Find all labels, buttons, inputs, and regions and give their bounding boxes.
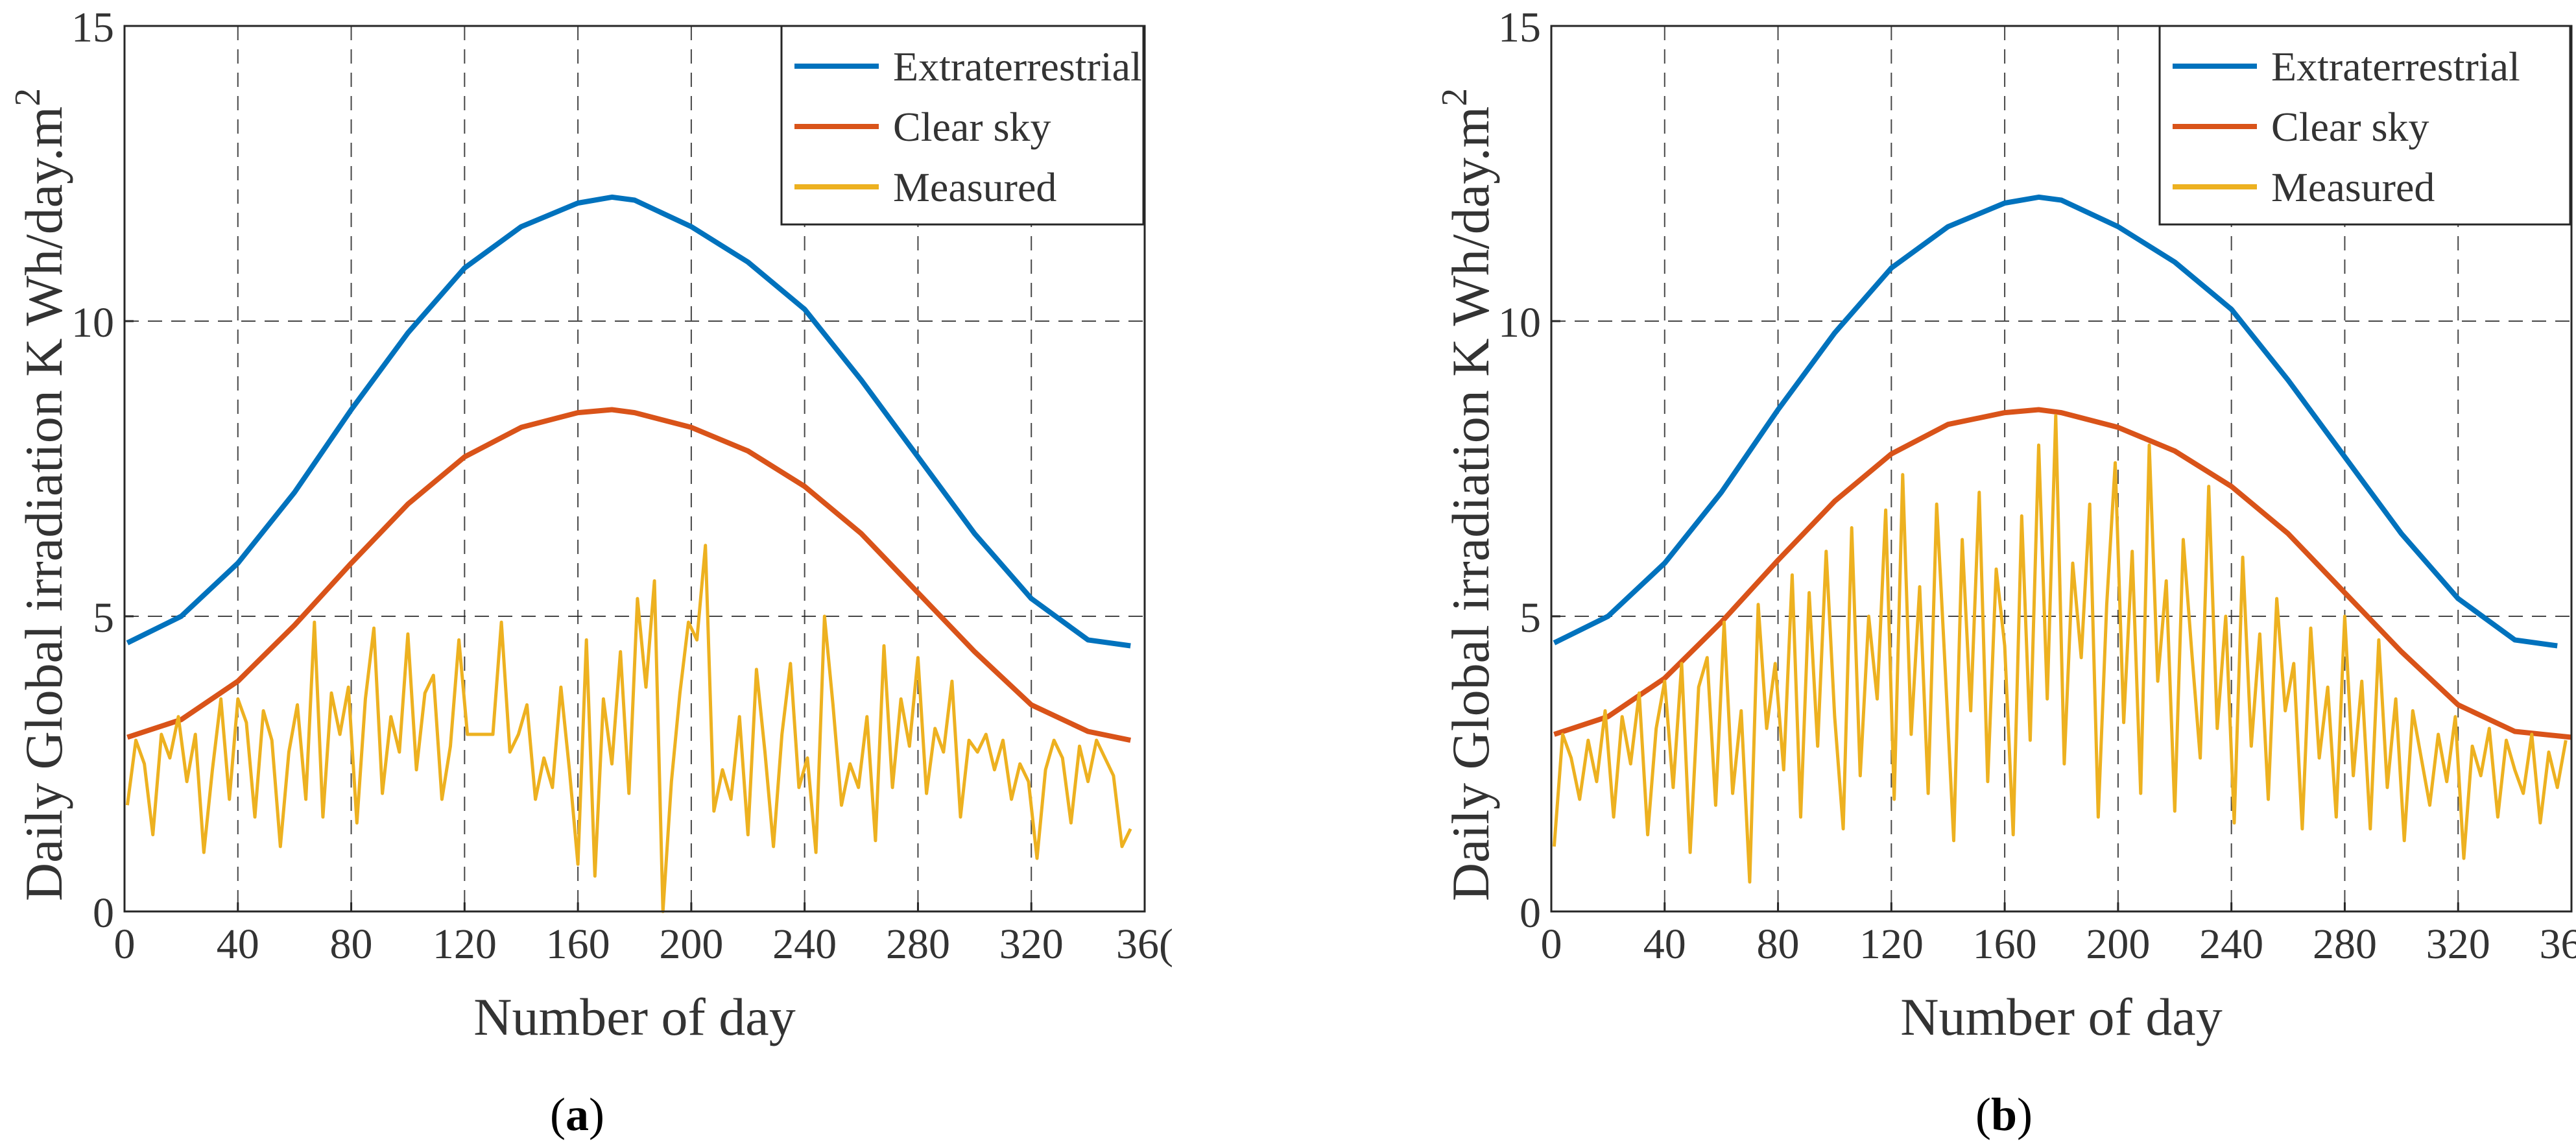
chart-b-ytick-label: 10	[1498, 299, 1541, 346]
chart-a-xtick-label: 240	[772, 921, 837, 968]
chart-a-xtick-label: 160	[546, 921, 610, 968]
chart-a-legend-label-clear-sky: Clear sky	[893, 104, 1051, 150]
chart-b-xlabel: Number of day	[1900, 987, 2222, 1046]
chart-b-xtick-label: 280	[2313, 921, 2377, 968]
chart-b-xtick-label: 120	[1859, 921, 1924, 968]
chart-panel-a: 0 40 80 120 160 200 240 280 320 36( 0 5 10 15 Number o…	[8, 4, 1173, 1046]
chart-panel-b: 0 40 80 120 160 200 240 280 320 360 0 5 10 15 Number o…	[1435, 4, 2576, 1046]
chart-b-series-extraterrestrial	[1553, 194, 2558, 649]
chart-a-xtick-label: 0	[114, 921, 136, 968]
chart-a-xtick-label: 320	[999, 921, 1064, 968]
chart-b-xtick-label: 320	[2426, 921, 2490, 968]
chart-b-legend: Extraterrestrial Clear sky Measured	[2158, 25, 2571, 226]
chart-a-xtick-label: 40	[217, 921, 259, 968]
chart-a-ytick-label: 15	[71, 4, 114, 51]
chart-b-series-clear-sky	[1553, 407, 2572, 740]
chart-a-series-clear-sky	[126, 407, 1132, 743]
chart-b-legend-label-extraterrestrial: Extraterrestrial	[2271, 43, 2520, 90]
chart-b-xtick-label: 40	[1643, 921, 1686, 968]
chart-a-legend-label-extraterrestrial: Extraterrestrial	[893, 43, 1142, 90]
chart-a-ytick-label: 10	[71, 299, 114, 346]
chart-a-ylabel: Daily Global irradiation K Wh/day.m2	[8, 88, 73, 901]
chart-a-legend: Extraterrestrial Clear sky Measured	[780, 25, 1145, 226]
chart-b-ytick-label: 15	[1498, 4, 1541, 51]
chart-a-series-extraterrestrial	[126, 194, 1131, 649]
chart-a-xtick-label: 120	[433, 921, 497, 968]
chart-b-xtick-label: 160	[1973, 921, 2037, 968]
chart-b-xtick-label: 0	[1541, 921, 1562, 968]
chart-b-legend-label-clear-sky: Clear sky	[2271, 104, 2429, 150]
chart-b-xtick-label: 240	[2199, 921, 2263, 968]
chart-a-xtick-label: 200	[659, 921, 723, 968]
chart-a-legend-label-measured: Measured	[893, 164, 1056, 210]
chart-a-xlabel: Number of day	[473, 987, 795, 1046]
chart-b-xtick-label: 200	[2086, 921, 2150, 968]
chart-b-ytick-label: 0	[1520, 889, 1541, 937]
chart-a-xtick-label: 80	[330, 921, 373, 968]
chart-a-xtick-label: 280	[886, 921, 950, 968]
chart-a-ytick-label: 5	[93, 594, 114, 642]
chart-b-xtick-label: 360	[2540, 921, 2576, 968]
chart-b-legend-label-measured: Measured	[2271, 164, 2435, 210]
chart-b-axes-box	[1550, 25, 2573, 913]
chart-b-xtick-label: 80	[1757, 921, 1800, 968]
chart-b-ylabel: Daily Global irradiation K Wh/day.m2	[1435, 88, 1500, 901]
caption-a: (a)	[550, 1089, 604, 1140]
chart-a-xtick-label: 36(	[1116, 921, 1173, 968]
chart-b-series-measured	[1552, 414, 2568, 884]
chart-a-axes-box	[123, 25, 1146, 913]
chart-a-ytick-label: 0	[93, 889, 114, 937]
chart-b-ytick-label: 5	[1520, 594, 1541, 642]
caption-b: (b)	[1975, 1089, 2033, 1140]
chart-a-series-measured	[125, 544, 1132, 913]
